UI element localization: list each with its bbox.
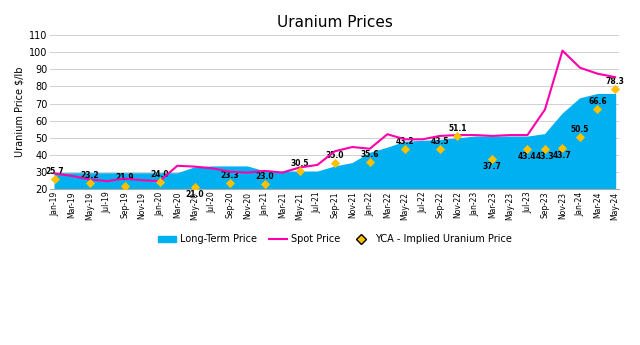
Text: 30.5: 30.5: [291, 159, 309, 168]
Point: [452, 133, 463, 139]
Text: 21.9: 21.9: [115, 174, 134, 183]
Point: [540, 146, 550, 152]
Point: [84, 180, 95, 186]
Point: [330, 160, 340, 166]
Point: [435, 146, 445, 151]
Text: 75.1: 75.1: [0, 344, 1, 345]
Text: 43.5: 43.5: [431, 137, 449, 146]
Text: 50.5: 50.5: [571, 125, 589, 134]
Y-axis label: Uranium Price $/lb: Uranium Price $/lb: [15, 67, 25, 157]
Text: 66.6: 66.6: [588, 97, 607, 106]
Point: [365, 159, 375, 165]
Text: 23.2: 23.2: [81, 171, 99, 180]
Point: [627, 91, 637, 97]
Text: 78.3: 78.3: [605, 77, 625, 86]
Text: 43.2: 43.2: [396, 137, 414, 146]
Text: 51.1: 51.1: [448, 124, 467, 133]
Text: 23.3: 23.3: [220, 171, 239, 180]
Point: [400, 147, 410, 152]
Text: 43.4: 43.4: [518, 152, 537, 161]
Point: [487, 156, 497, 161]
Text: 75.4: 75.4: [0, 344, 1, 345]
Point: [593, 107, 603, 112]
Text: 37.7: 37.7: [483, 162, 502, 171]
Title: Uranium Prices: Uranium Prices: [277, 15, 393, 30]
Text: 24.0: 24.0: [150, 170, 169, 179]
Text: 43.3: 43.3: [536, 152, 554, 161]
Point: [610, 87, 620, 92]
Text: 35.0: 35.0: [326, 151, 344, 160]
Point: [120, 183, 130, 188]
Point: [557, 146, 568, 151]
Point: [294, 168, 305, 174]
Point: [225, 180, 235, 186]
Legend: Long-Term Price, Spot Price, YCA - Implied Uranium Price: Long-Term Price, Spot Price, YCA - Impli…: [154, 230, 515, 248]
Point: [260, 181, 270, 186]
Text: 23.0: 23.0: [255, 171, 274, 181]
Point: [522, 146, 532, 152]
Text: 21.0: 21.0: [186, 190, 204, 199]
Text: 35.6: 35.6: [360, 150, 379, 159]
Text: 25.7: 25.7: [45, 167, 64, 176]
Point: [155, 179, 165, 185]
Text: 43.7: 43.7: [553, 151, 572, 160]
Point: [575, 134, 585, 139]
Point: [49, 176, 60, 182]
Point: [189, 184, 200, 190]
